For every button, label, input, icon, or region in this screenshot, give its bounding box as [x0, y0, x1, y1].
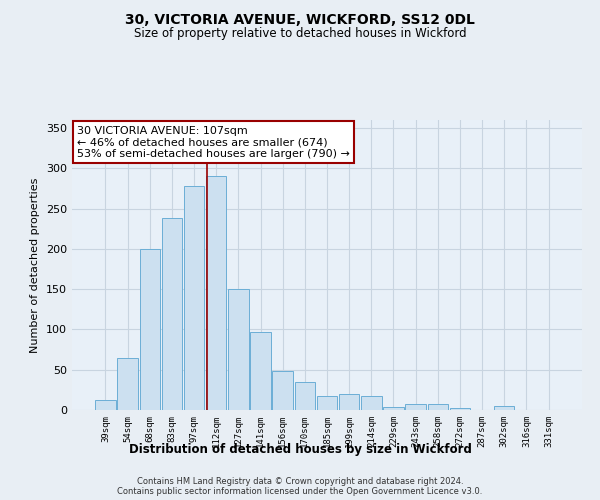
Bar	[361, 396, 382, 410]
Bar	[95, 400, 116, 410]
Text: Size of property relative to detached houses in Wickford: Size of property relative to detached ho…	[134, 28, 466, 40]
Bar	[406, 404, 426, 410]
Text: Contains public sector information licensed under the Open Government Licence v3: Contains public sector information licen…	[118, 488, 482, 496]
Bar	[118, 358, 138, 410]
Text: 30, VICTORIA AVENUE, WICKFORD, SS12 0DL: 30, VICTORIA AVENUE, WICKFORD, SS12 0DL	[125, 12, 475, 26]
Bar	[206, 176, 226, 410]
Bar	[383, 407, 404, 410]
Bar	[272, 372, 293, 410]
Y-axis label: Number of detached properties: Number of detached properties	[31, 178, 40, 352]
Bar	[339, 394, 359, 410]
Bar	[161, 218, 182, 410]
Bar	[250, 332, 271, 410]
Text: 30 VICTORIA AVENUE: 107sqm
← 46% of detached houses are smaller (674)
53% of sem: 30 VICTORIA AVENUE: 107sqm ← 46% of deta…	[77, 126, 350, 159]
Text: Distribution of detached houses by size in Wickford: Distribution of detached houses by size …	[128, 442, 472, 456]
Bar	[295, 382, 315, 410]
Text: Contains HM Land Registry data © Crown copyright and database right 2024.: Contains HM Land Registry data © Crown c…	[137, 478, 463, 486]
Bar	[494, 406, 514, 410]
Bar	[428, 404, 448, 410]
Bar	[184, 186, 204, 410]
Bar	[228, 289, 248, 410]
Bar	[450, 408, 470, 410]
Bar	[317, 396, 337, 410]
Bar	[140, 249, 160, 410]
